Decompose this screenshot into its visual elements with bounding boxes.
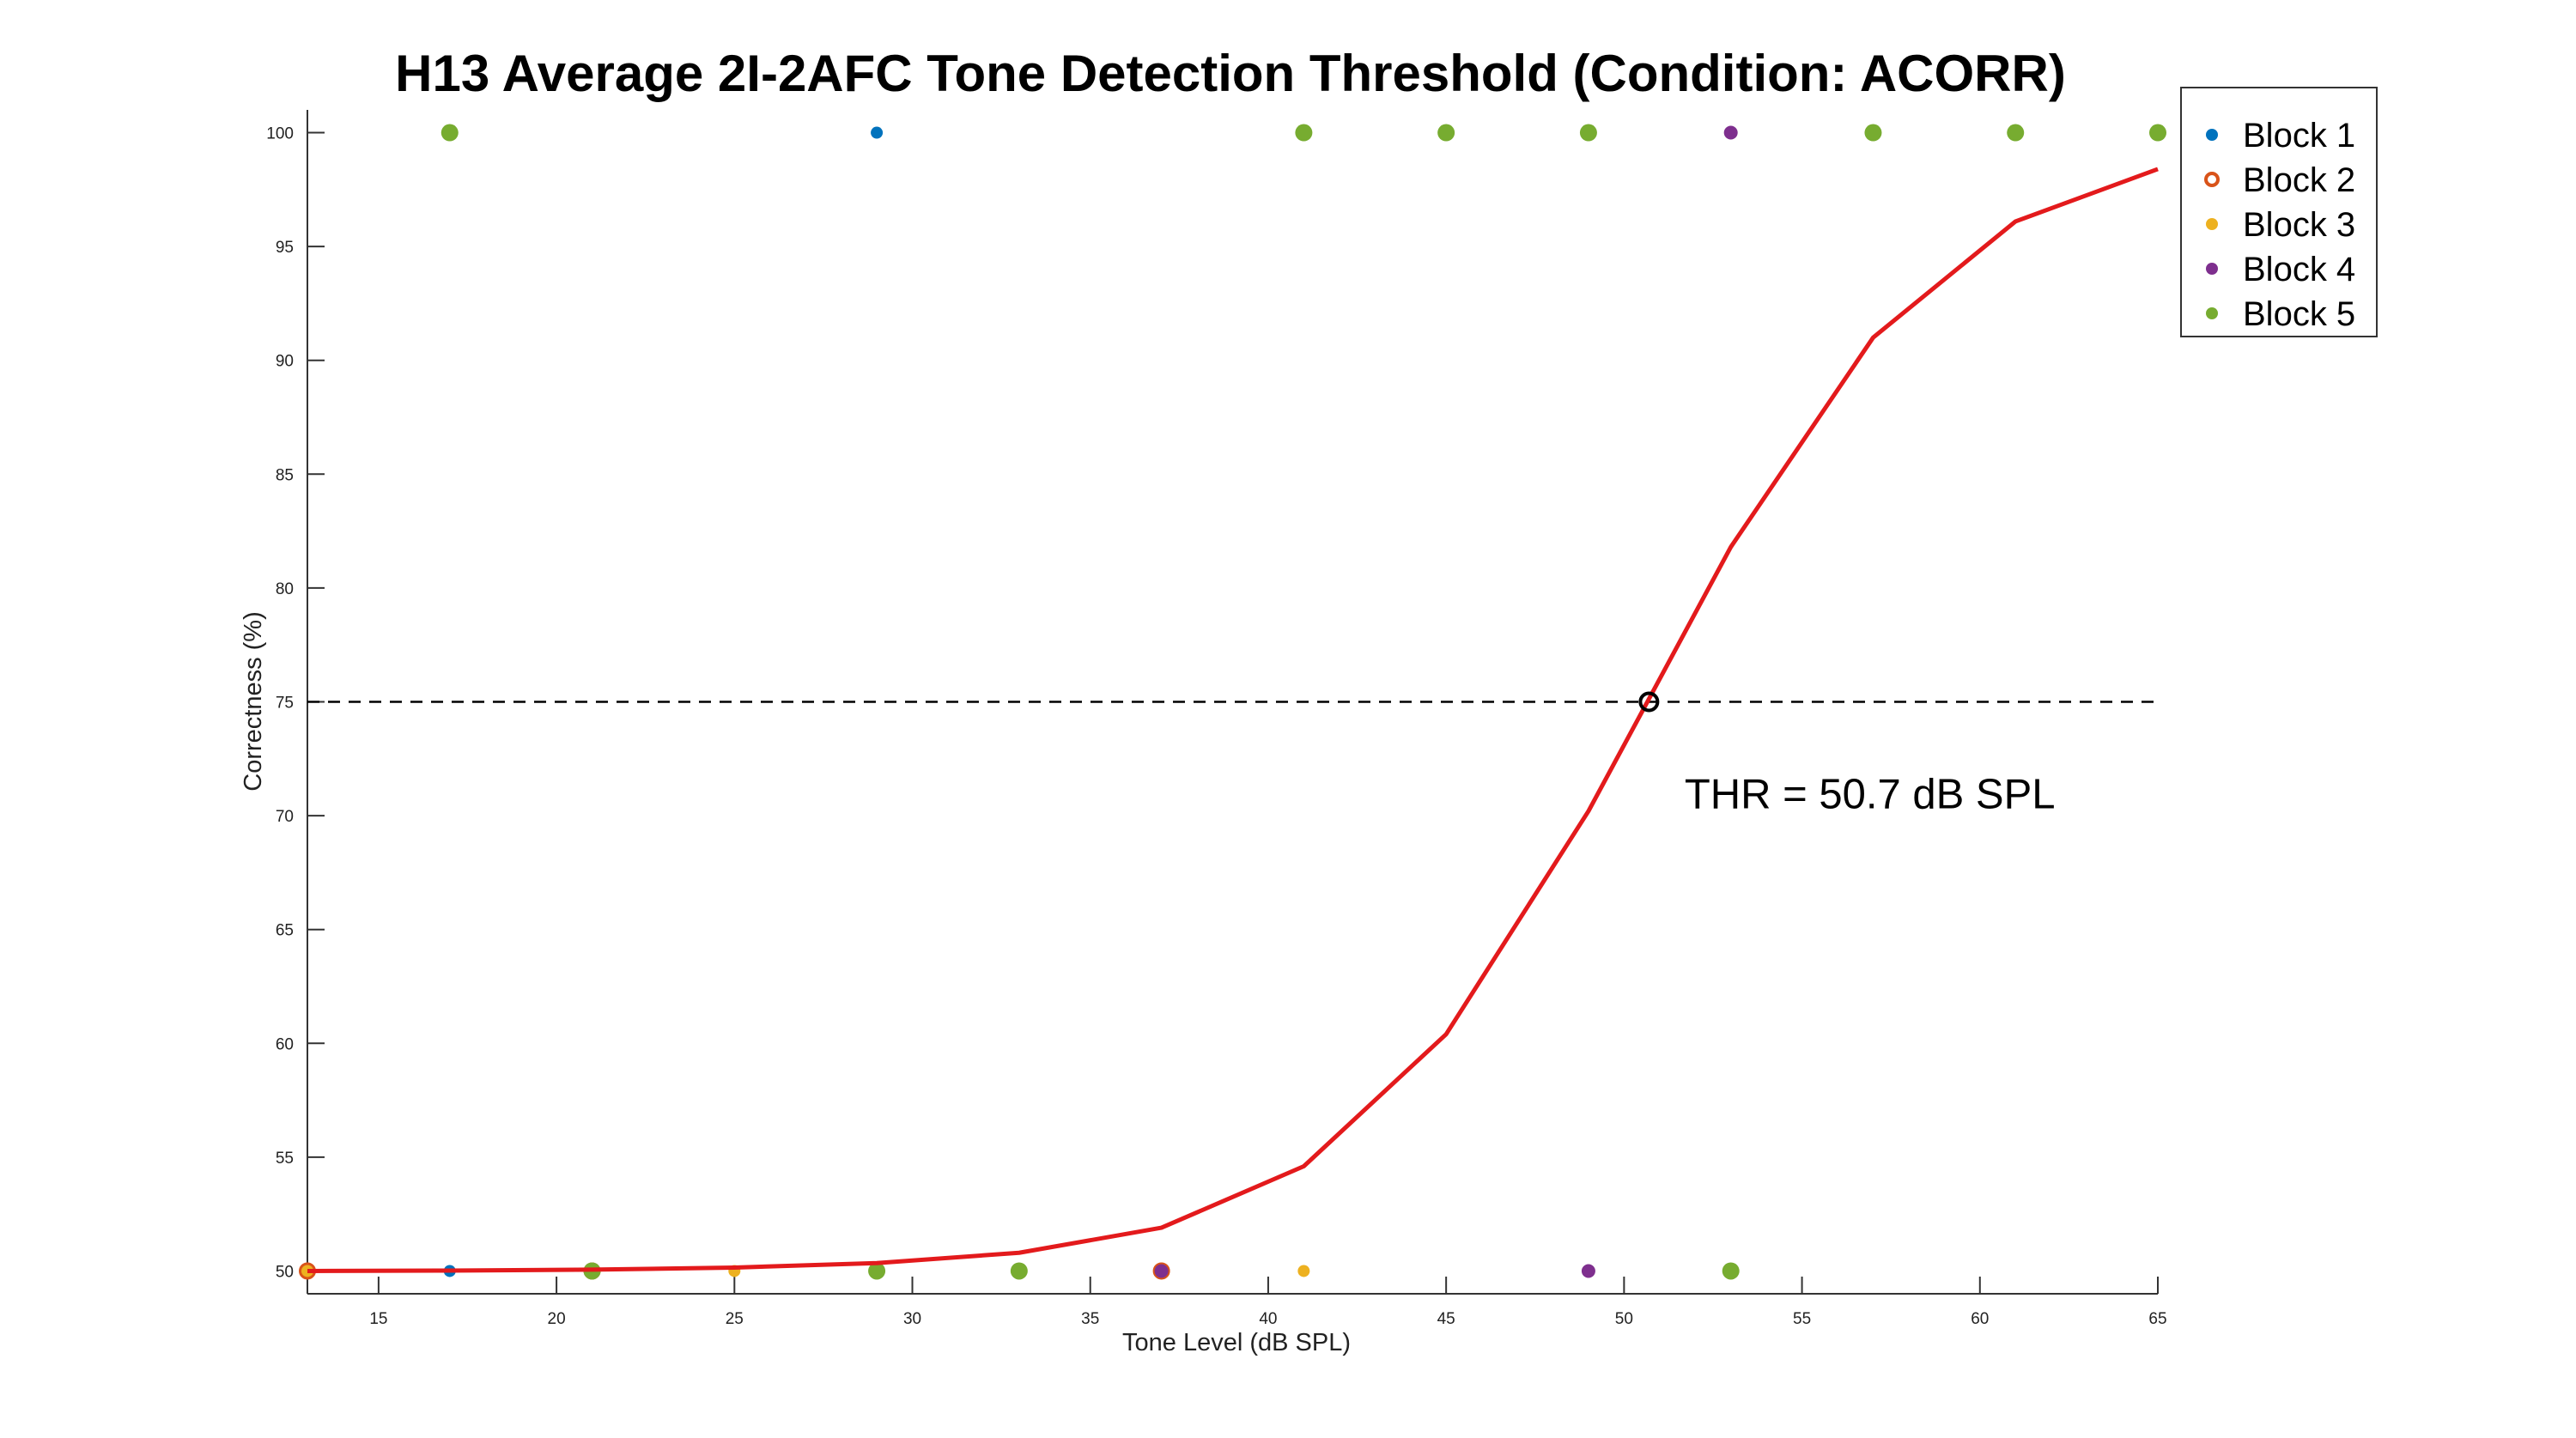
y-tick-label: 70 [276,808,294,826]
legend-marker-block-1 [2206,129,2218,141]
x-tick-label: 15 [369,1310,387,1328]
y-tick-label: 65 [276,922,294,940]
data-point-block-5 [1010,1262,1028,1280]
data-point-block-5 [440,124,459,142]
data-point-block-4 [1581,1264,1595,1278]
data-point-block-5 [868,1262,886,1280]
fit-curve [307,167,2159,1273]
legend-label-block-5: Block 5 [2243,295,2355,333]
data-point-block-5 [1864,124,1882,142]
x-tick-label: 40 [1259,1310,1277,1328]
y-tick-label: 50 [276,1263,294,1281]
y-tick-label: 60 [276,1035,294,1053]
legend-marker-block-2 [2204,172,2220,187]
y-ticks: 50 55 60 65 70 75 80 85 90 95 100 [266,125,325,1281]
data-point-block-4 [1723,125,1738,140]
data-point-block-3 [1297,1265,1310,1277]
y-tick-label: 90 [276,353,294,371]
x-tick-label: 25 [726,1310,744,1328]
data-point-block-1 [871,126,884,139]
legend-marker-block-3 [2206,218,2218,230]
x-tick-label: 60 [1971,1310,1989,1328]
x-tick-label: 65 [2148,1310,2166,1328]
legend: Block 1 Block 2 Block 3 Block 4 Block 5 [2180,87,2378,337]
x-tick-label: 50 [1615,1310,1633,1328]
data-point-block-5 [2149,124,2166,142]
legend-label-block-3: Block 3 [2243,206,2355,244]
legend-label-block-4: Block 4 [2243,251,2355,288]
y-axis-label: Correctness (%) [240,611,267,792]
x-axis-label: Tone Level (dB SPL) [1122,1329,1351,1356]
data-point-block-5 [1722,1262,1740,1280]
plot-area: 15 20 25 30 35 40 45 50 55 60 65 50 55 60 65 70 75 80 85 9… [266,110,2167,1328]
threshold-marker [1638,691,1660,713]
data-point-block-5 [1295,124,1313,142]
x-tick-label: 30 [903,1310,921,1328]
legend-marker-block-5 [2206,307,2218,319]
data-point-block-5 [1437,124,1455,142]
y-tick-label: 100 [266,125,294,143]
legend-marker-block-4 [2206,263,2218,275]
data-point-block-4 [1154,1264,1169,1278]
data-point-block-5 [1579,124,1597,142]
x-tick-label: 35 [1081,1310,1099,1328]
y-tick-label: 80 [276,580,294,598]
chart-title: H13 Average 2I-2AFC Tone Detection Thres… [395,45,2066,102]
threshold-annotation: THR = 50.7 dB SPL [1685,772,2056,818]
legend-label-block-2: Block 2 [2243,161,2355,199]
data-point-block-5 [2007,124,2025,142]
x-tick-label: 20 [548,1310,566,1328]
legend-label-block-1: Block 1 [2243,117,2355,155]
y-tick-label: 95 [276,239,294,257]
y-tick-label: 75 [276,695,294,713]
x-tick-label: 55 [1793,1310,1811,1328]
x-tick-label: 45 [1437,1310,1455,1328]
x-ticks: 15 20 25 30 35 40 45 50 55 60 65 [369,1277,2167,1328]
y-tick-label: 55 [276,1150,294,1168]
y-tick-label: 85 [276,466,294,484]
